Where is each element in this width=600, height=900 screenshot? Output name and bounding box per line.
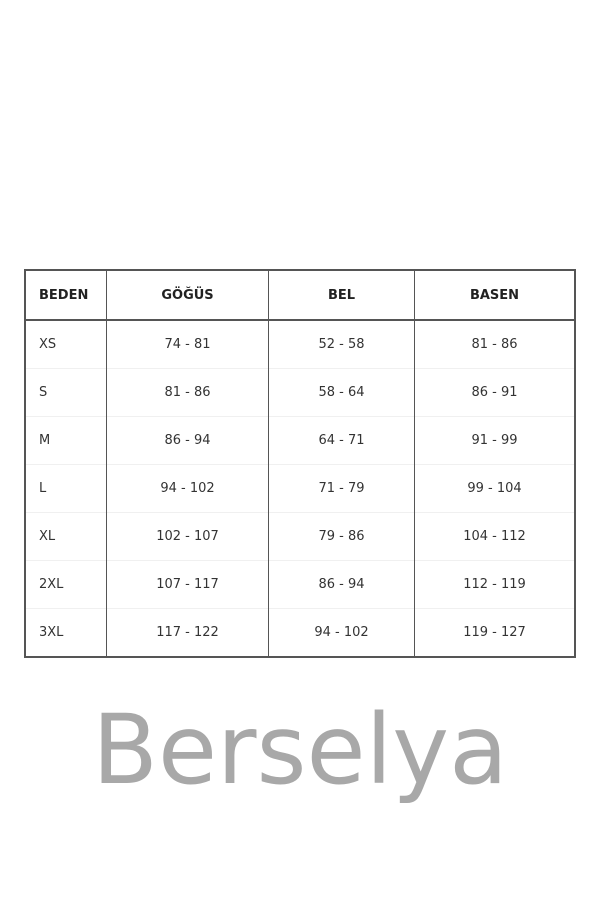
table-row: S 81 - 86 58 - 64 86 - 91 <box>25 368 575 417</box>
measurement-cell: 52 - 58 <box>268 319 415 369</box>
measurement-cell: 81 - 86 <box>414 319 575 369</box>
size-cell: 3XL <box>25 608 107 657</box>
table-row: 3XL 117 - 122 94 - 102 119 - 127 <box>25 608 575 657</box>
measurement-cell: 58 - 64 <box>268 368 415 417</box>
table-row: L 94 - 102 71 - 79 99 - 104 <box>25 464 575 513</box>
table-row: XS 74 - 81 52 - 58 81 - 86 <box>25 319 575 369</box>
measurement-cell: 117 - 122 <box>106 608 269 657</box>
measurement-cell: 74 - 81 <box>106 319 269 369</box>
table-row: 2XL 107 - 117 86 - 94 112 - 119 <box>25 560 575 609</box>
column-header: BEDEN <box>25 270 107 321</box>
measurement-cell: 81 - 86 <box>106 368 269 417</box>
table-row: M 86 - 94 64 - 71 91 - 99 <box>25 416 575 465</box>
column-header: GÖĞÜS <box>106 270 269 321</box>
size-cell: XL <box>25 512 107 561</box>
measurement-cell: 107 - 117 <box>106 560 269 609</box>
table-row: XL 102 - 107 79 - 86 104 - 112 <box>25 512 575 561</box>
column-header: BASEN <box>414 270 575 321</box>
watermark: Berselya <box>92 694 508 806</box>
size-cell: 2XL <box>25 560 107 609</box>
measurement-cell: 79 - 86 <box>268 512 415 561</box>
measurement-cell: 112 - 119 <box>414 560 575 609</box>
size-chart-table: BEDEN GÖĞÜS BEL BASEN XS 74 - 81 52 - 58 81 - … <box>24 269 576 658</box>
measurement-cell: 86 - 94 <box>106 416 269 465</box>
measurement-cell: 91 - 99 <box>414 416 575 465</box>
measurement-cell: 86 - 94 <box>268 560 415 609</box>
measurement-cell: 94 - 102 <box>268 608 415 657</box>
column-header: BEL <box>268 270 415 321</box>
size-cell: L <box>25 464 107 513</box>
measurement-cell: 86 - 91 <box>414 368 575 417</box>
measurement-cell: 119 - 127 <box>414 608 575 657</box>
measurement-cell: 64 - 71 <box>268 416 415 465</box>
size-cell: M <box>25 416 107 465</box>
measurement-cell: 71 - 79 <box>268 464 415 513</box>
size-cell: XS <box>25 319 107 369</box>
measurement-cell: 94 - 102 <box>106 464 269 513</box>
header-row: BEDEN GÖĞÜS BEL BASEN <box>25 270 575 321</box>
measurement-cell: 104 - 112 <box>414 512 575 561</box>
size-cell: S <box>25 368 107 417</box>
measurement-cell: 99 - 104 <box>414 464 575 513</box>
measurement-cell: 102 - 107 <box>106 512 269 561</box>
